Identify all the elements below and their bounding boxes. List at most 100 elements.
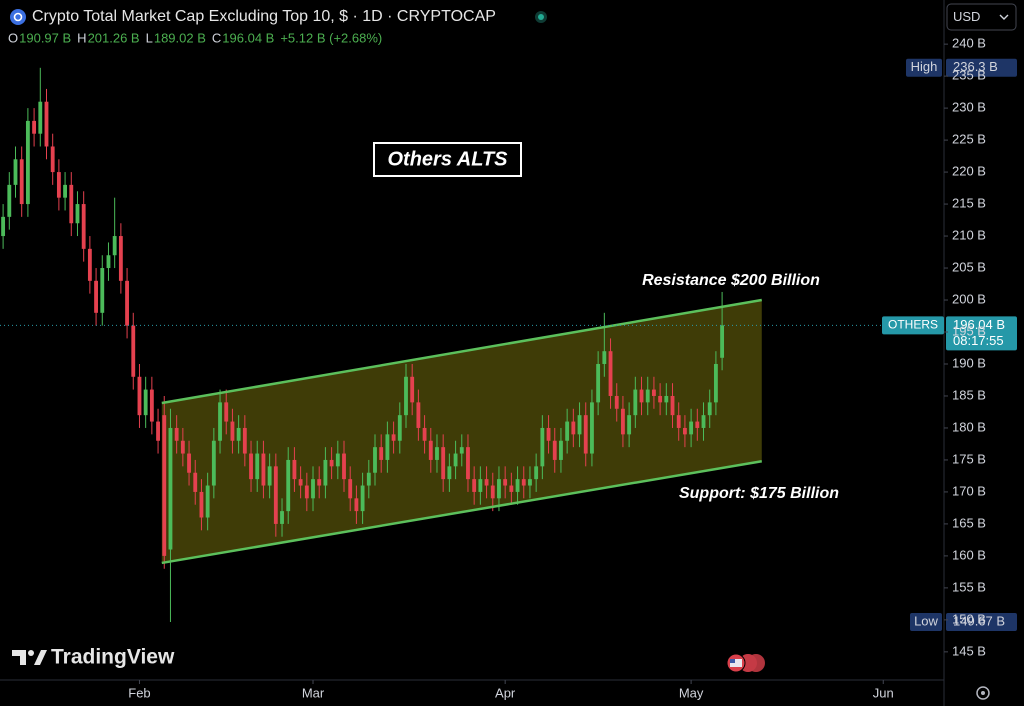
candle-body	[490, 485, 495, 499]
symbol-icon-glyph	[13, 12, 23, 22]
candle-body	[627, 415, 632, 435]
y-tick-label: 225 B	[952, 132, 986, 147]
candle-body	[602, 351, 607, 364]
candle-body	[354, 498, 359, 512]
candle-body	[478, 479, 483, 492]
candle-body	[75, 204, 80, 224]
candle-body	[317, 479, 322, 486]
y-tick-label: 230 B	[952, 100, 986, 115]
y-tick-label: 235 B	[952, 68, 986, 83]
y-tick-label: 200 B	[952, 291, 986, 306]
candle-body	[323, 459, 328, 486]
candle-body	[187, 453, 191, 473]
candle-body	[559, 440, 563, 460]
candle-body	[590, 402, 594, 454]
high-price: 236.3 B	[953, 59, 998, 74]
ohlc-key: L	[146, 30, 153, 45]
logo-slash	[34, 650, 47, 665]
candle-body	[13, 159, 18, 185]
ohlc-key: O	[8, 30, 18, 45]
candle-body	[193, 472, 198, 492]
candle-body	[267, 466, 272, 486]
candle-body	[298, 479, 303, 486]
candle-body	[713, 363, 718, 403]
dropdown-caret[interactable]	[999, 14, 1009, 20]
last-price-box	[946, 316, 1017, 351]
currency-dropdown[interactable]	[946, 3, 1017, 31]
candle-body	[168, 427, 173, 550]
ohlc-key: H	[77, 30, 86, 45]
ohlc-value: 190.97 B	[19, 30, 71, 45]
candle-body	[249, 453, 253, 480]
y-tick-label: 240 B	[952, 36, 986, 51]
settings-button[interactable]	[976, 686, 990, 700]
candle-body	[571, 421, 576, 435]
candle-body	[633, 389, 638, 416]
flag-icon[interactable]	[730, 659, 742, 667]
candle-body	[366, 472, 371, 486]
candle-body	[137, 376, 142, 416]
candle-body	[682, 427, 687, 435]
candle-body	[645, 389, 650, 403]
channel-line	[161, 298, 762, 405]
candle-body	[230, 421, 235, 441]
candle-body	[614, 395, 619, 409]
low-price: 149.67 B	[953, 613, 1005, 628]
y-tick-label: 145 B	[952, 643, 986, 658]
y-tick-label: 215 B	[952, 196, 986, 211]
settings-icon[interactable]	[976, 686, 990, 700]
logo-mark	[12, 650, 26, 665]
candle-body	[255, 453, 260, 480]
candle-body	[280, 511, 284, 524]
tradingview-logo: TradingView	[12, 646, 175, 669]
candle-body	[32, 120, 37, 134]
candle-body	[515, 479, 520, 492]
settings-icon-core[interactable]	[981, 691, 985, 695]
candle-body	[546, 427, 551, 441]
candle-body	[162, 415, 167, 556]
candle-body	[156, 421, 160, 441]
candle-body	[720, 325, 725, 358]
plot-area	[1, 67, 762, 622]
candle-body	[608, 351, 613, 396]
candle-body	[373, 447, 377, 473]
candle-body	[379, 447, 384, 460]
candle-body	[528, 479, 532, 486]
logo-dot	[28, 650, 34, 656]
y-tick-label: 185 B	[952, 387, 986, 402]
candle-body	[534, 466, 539, 480]
candle-body	[131, 325, 136, 377]
high-name-box	[906, 58, 942, 77]
high-price-box	[946, 58, 1017, 77]
candle-body	[81, 204, 86, 249]
change-readout: +5.12 B (+2.68%)	[280, 30, 382, 45]
candle-body	[56, 172, 61, 198]
x-tick-label: Mar	[302, 685, 325, 700]
y-tick-label: 210 B	[952, 227, 986, 242]
y-tick-label: 150 B	[952, 611, 986, 626]
candle-body	[695, 421, 700, 428]
candle-body	[1, 216, 6, 237]
event-flags[interactable]	[726, 653, 765, 673]
overlay: Others ALTS Resistance $200 Billion Suppor…	[0, 58, 1017, 631]
candle-body	[422, 427, 427, 441]
flag-icon[interactable]	[730, 659, 735, 663]
candle-body	[87, 248, 92, 281]
candle-body	[335, 453, 340, 467]
candle-body	[459, 447, 464, 454]
last-name: OTHERS	[888, 318, 938, 332]
currency-label[interactable]: USD	[953, 9, 980, 24]
market-status-dot	[538, 14, 544, 20]
candle-body	[273, 466, 278, 524]
candle-body	[466, 447, 470, 480]
candle-body	[125, 280, 129, 326]
candle-body	[38, 101, 43, 134]
candle-body	[701, 415, 706, 428]
low-name-box	[910, 612, 942, 631]
last-name-box	[882, 316, 944, 335]
ohlc-value: 201.26 B	[88, 30, 140, 45]
candle-body	[453, 453, 458, 467]
x-tick-label: May	[679, 685, 704, 700]
ohlc-value: 196.04 B	[222, 30, 274, 45]
candle-body	[304, 485, 309, 499]
